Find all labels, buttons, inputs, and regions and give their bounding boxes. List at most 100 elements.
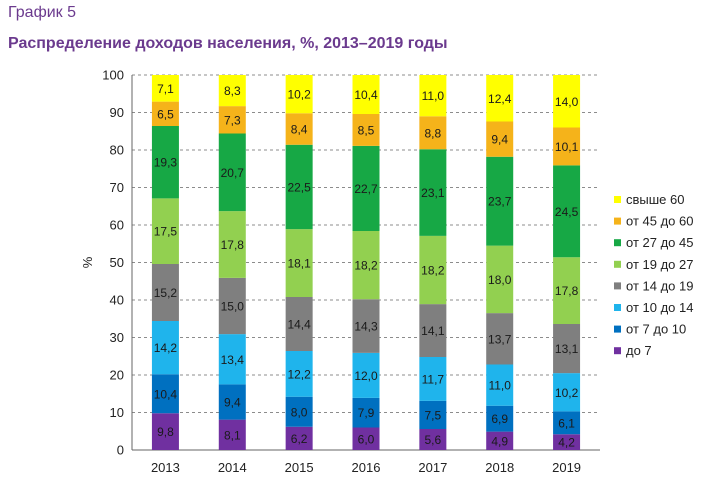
legend-swatch — [614, 260, 621, 268]
bar-segment — [151, 198, 179, 264]
bar-segment — [553, 75, 581, 128]
bar-segment — [553, 324, 581, 374]
bar-segment — [218, 334, 246, 385]
data-label: 14,0 — [555, 95, 579, 109]
data-label: 20,7 — [221, 166, 245, 180]
data-label: 10,4 — [354, 88, 378, 102]
data-label: 11,0 — [422, 89, 445, 103]
bar-segment — [218, 419, 246, 450]
data-label: 14,3 — [354, 320, 378, 334]
bar-segment — [352, 299, 380, 353]
data-label: 9,8 — [157, 425, 174, 439]
bar-segment — [486, 156, 514, 246]
data-label: 8,1 — [224, 428, 241, 442]
x-tick-label: 2013 — [151, 460, 180, 475]
bar-segment — [285, 351, 313, 397]
data-label: 12,4 — [488, 92, 512, 106]
legend-swatch — [614, 217, 621, 225]
bar-segment — [151, 101, 179, 126]
bar-segment — [151, 413, 179, 450]
bar-segment — [486, 364, 514, 406]
bar-segment — [486, 405, 514, 432]
data-label: 6,2 — [291, 432, 308, 446]
data-label: 15,0 — [221, 300, 245, 314]
bar-segment — [419, 75, 447, 117]
y-tick-label: 100 — [102, 68, 124, 83]
data-label: 7,1 — [157, 82, 174, 96]
chart-title: Распределение доходов населения, %, 2013… — [8, 35, 448, 52]
bar-segment — [285, 396, 313, 427]
y-tick-label: 30 — [110, 330, 124, 345]
x-tick-label: 2017 — [418, 460, 447, 475]
bar-segment — [352, 145, 380, 231]
bar-segment — [486, 75, 514, 122]
data-label: 11,0 — [488, 379, 511, 393]
data-label: 13,1 — [555, 342, 579, 356]
bar-segment — [419, 400, 447, 429]
data-label: 18,2 — [421, 264, 445, 278]
y-tick-label: 40 — [110, 293, 124, 308]
data-label: 14,4 — [287, 318, 311, 332]
y-tick-label: 50 — [110, 255, 124, 270]
data-label: 6,1 — [558, 416, 575, 430]
data-label: 6,5 — [157, 107, 174, 121]
bar-segment — [352, 114, 380, 146]
legend-label: от 14 до 19 — [626, 278, 693, 293]
data-label: 18,0 — [488, 273, 512, 287]
data-label: 9,4 — [224, 396, 241, 410]
x-tick-label: 2014 — [218, 460, 247, 475]
legend-label: свыше 60 — [626, 192, 684, 207]
y-tick-label: 60 — [110, 218, 124, 233]
bar-segment — [553, 434, 581, 450]
bar-segment — [352, 427, 380, 450]
data-label: 14,1 — [421, 324, 445, 338]
data-label: 9,4 — [491, 133, 508, 147]
bar-segment — [553, 127, 581, 166]
data-label: 4,2 — [558, 436, 575, 450]
data-label: 14,2 — [154, 341, 178, 355]
bar-segment — [285, 113, 313, 145]
y-tick-label: 0 — [117, 443, 124, 458]
bar-segment — [218, 75, 246, 107]
data-label: 10,2 — [555, 386, 579, 400]
data-label: 7,5 — [425, 408, 442, 422]
x-tick-label: 2019 — [552, 460, 581, 475]
data-label: 19,3 — [154, 156, 178, 170]
data-label: 18,2 — [354, 259, 378, 273]
data-label: 8,4 — [291, 123, 308, 137]
bar-segment — [553, 373, 581, 412]
bar-segment — [285, 297, 313, 351]
legend-swatch — [614, 196, 621, 203]
data-label: 12,0 — [354, 369, 378, 383]
data-label: 8,0 — [291, 405, 308, 419]
data-label: 22,5 — [287, 180, 311, 194]
legend-label: до 7 — [626, 343, 652, 358]
y-tick-label: 20 — [110, 368, 124, 383]
bar-segment — [151, 75, 179, 102]
y-tick-label: 70 — [110, 180, 124, 195]
bar-segment — [419, 357, 447, 401]
bar-segment — [419, 116, 447, 150]
data-label: 7,3 — [224, 113, 241, 127]
data-label: 15,2 — [154, 286, 178, 300]
bar-segment — [285, 75, 313, 114]
x-tick-label: 2018 — [485, 460, 514, 475]
bar-segment — [486, 121, 514, 157]
x-tick-label: 2016 — [352, 460, 381, 475]
bar-segment — [419, 304, 447, 357]
data-label: 12,2 — [287, 367, 311, 381]
legend-swatch — [614, 325, 621, 333]
bar-segment — [151, 321, 179, 375]
legend-swatch — [614, 239, 621, 247]
bar-segment — [419, 429, 447, 450]
legend-swatch — [614, 282, 621, 290]
chart-supertitle: График 5 — [8, 4, 77, 21]
bar-segment — [151, 374, 179, 414]
data-label: 18,1 — [287, 257, 311, 271]
data-label: 4,9 — [491, 434, 508, 448]
y-tick-label: 90 — [110, 105, 124, 120]
data-label: 8,5 — [358, 123, 375, 137]
data-label: 6,0 — [358, 432, 375, 446]
legend-label: от 10 до 14 — [626, 300, 693, 315]
